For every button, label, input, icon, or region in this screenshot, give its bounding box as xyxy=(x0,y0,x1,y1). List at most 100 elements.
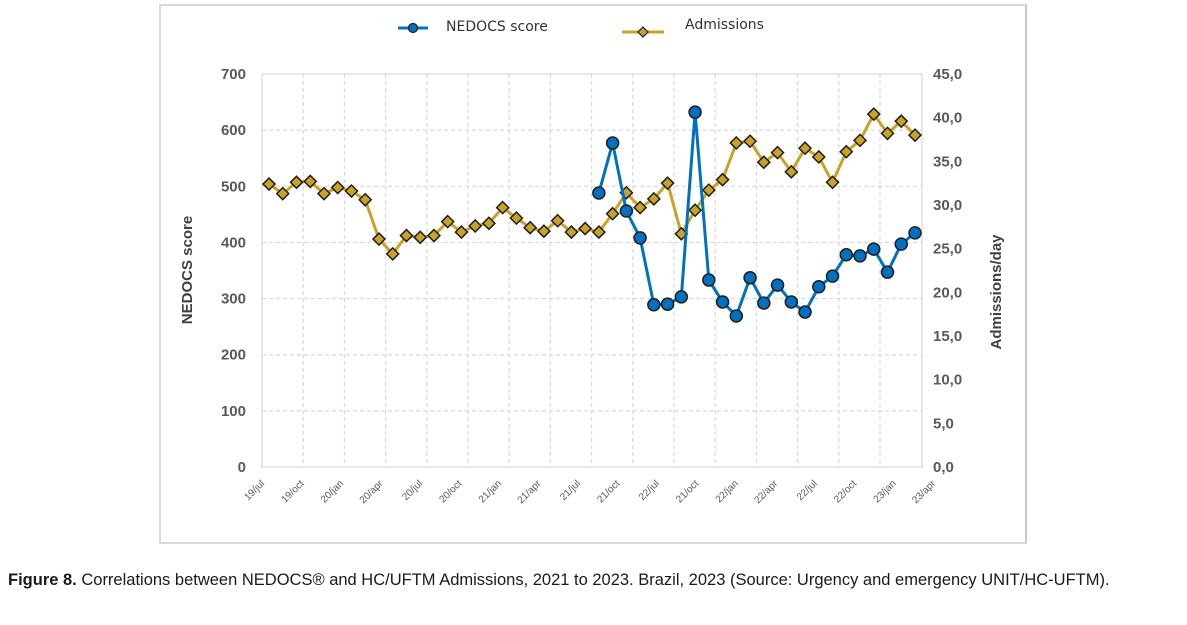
y2-tick-label: 35,0 xyxy=(933,153,962,170)
x-tick-label: 21/apr xyxy=(516,478,544,506)
data-point xyxy=(426,228,441,243)
data-point xyxy=(908,226,922,240)
data-point xyxy=(757,296,771,310)
series-line xyxy=(268,112,917,256)
y2-tick-label: 10,0 xyxy=(933,372,962,389)
data-point xyxy=(743,271,757,285)
data-point xyxy=(619,204,634,218)
data-point xyxy=(536,224,551,239)
y-tick-label: 100 xyxy=(221,403,246,420)
data-point xyxy=(907,128,923,143)
data-point xyxy=(784,295,799,309)
y2-tick-label: 0,0 xyxy=(933,459,954,476)
figure-caption: Figure 8. Correlations between NEDOCS® a… xyxy=(8,568,1183,593)
data-point xyxy=(578,221,593,236)
legend: NEDOCS score Admissions xyxy=(398,17,764,38)
data-point xyxy=(440,214,455,229)
data-point xyxy=(688,105,702,119)
data-point xyxy=(839,144,854,159)
legend-marker-admissions xyxy=(637,26,649,38)
data-point xyxy=(316,186,332,201)
y2-tick-label: 20,0 xyxy=(933,284,962,301)
x-tick-label: 19/oct xyxy=(280,478,307,505)
data-point xyxy=(812,280,826,294)
data-point xyxy=(660,176,675,191)
data-point xyxy=(715,172,730,187)
data-point xyxy=(261,176,277,192)
legend-item-admissions[interactable]: Admissions xyxy=(622,17,764,38)
y2-tick-label: 30,0 xyxy=(933,197,962,214)
legend-label-nedocs: NEDOCS score xyxy=(446,19,548,35)
data-point xyxy=(646,191,661,206)
data-point xyxy=(550,213,565,228)
data-point xyxy=(701,183,716,198)
data-point xyxy=(825,269,840,283)
legend-marker-nedocs xyxy=(407,22,419,34)
data-point xyxy=(413,230,428,245)
data-point xyxy=(509,211,524,226)
legend-item-nedocs[interactable]: NEDOCS score xyxy=(398,19,548,35)
data-point xyxy=(481,216,496,231)
data-point xyxy=(660,297,675,311)
data-point xyxy=(894,114,909,129)
data-point xyxy=(839,248,854,262)
data-point xyxy=(523,220,538,235)
series-nedocs xyxy=(592,105,922,323)
grid xyxy=(262,74,922,467)
x-tick-label: 20/jan xyxy=(319,478,346,505)
data-point xyxy=(852,133,868,148)
data-point xyxy=(770,145,785,160)
legend-label-admissions: Admissions xyxy=(685,17,764,33)
y-tick-label: 0 xyxy=(238,459,246,476)
data-point xyxy=(592,186,606,200)
data-point xyxy=(880,126,895,141)
x-tick-label: 23/apr xyxy=(910,478,938,506)
data-point xyxy=(853,249,867,263)
data-point xyxy=(605,206,620,221)
series-admissions xyxy=(261,107,923,261)
y-tick-label: 200 xyxy=(221,347,246,364)
data-point xyxy=(371,231,387,247)
data-point xyxy=(702,273,716,287)
data-point xyxy=(729,135,744,151)
data-point xyxy=(715,295,730,309)
caption-text: Correlations between NEDOCS® and HC/UFTM… xyxy=(76,571,1110,589)
data-point xyxy=(867,242,881,256)
data-point xyxy=(564,225,579,240)
data-point xyxy=(688,203,703,218)
data-point xyxy=(729,309,744,323)
x-tick-label: 22/jul xyxy=(795,478,820,503)
data-point xyxy=(811,149,826,165)
data-point xyxy=(674,290,689,304)
data-point xyxy=(633,200,648,215)
data-point xyxy=(743,134,758,149)
y-tick-label: 400 xyxy=(221,234,246,251)
y-tick-label: 700 xyxy=(221,66,246,83)
y-tick-label: 600 xyxy=(221,122,246,139)
x-tick-label: 20/apr xyxy=(358,478,386,506)
data-point xyxy=(399,228,414,243)
data-point xyxy=(797,141,813,156)
data-point xyxy=(275,186,290,201)
data-point xyxy=(495,200,510,215)
y2-tick-label: 45,0 xyxy=(933,66,962,83)
y-axis-right: 0,0 5,0 10,0 15,0 20,0 25,0 30,0 35,0 40,0 45,0 xyxy=(933,66,962,476)
y-tick-label: 500 xyxy=(221,178,246,195)
y2-tick-label: 15,0 xyxy=(933,328,962,345)
x-axis: 19/jul 19/oct 20/jan 20/apr 20/jul 20/oct 21/j… xyxy=(242,478,938,506)
y2-tick-label: 25,0 xyxy=(933,241,962,258)
x-tick-label: 20/oct xyxy=(437,478,464,505)
x-tick-label: 21/jul xyxy=(558,478,583,503)
y2-tick-label: 5,0 xyxy=(933,415,954,432)
x-tick-label: 19/jul xyxy=(242,478,267,503)
x-tick-label: 21/oct xyxy=(595,478,622,505)
data-point xyxy=(468,218,483,234)
data-point xyxy=(798,305,812,319)
data-point xyxy=(358,192,373,207)
data-point xyxy=(866,107,881,122)
data-point xyxy=(385,246,400,261)
x-tick-label: 22/jul xyxy=(637,478,662,503)
data-point xyxy=(647,297,661,312)
data-point xyxy=(303,174,318,189)
data-point xyxy=(344,183,359,199)
